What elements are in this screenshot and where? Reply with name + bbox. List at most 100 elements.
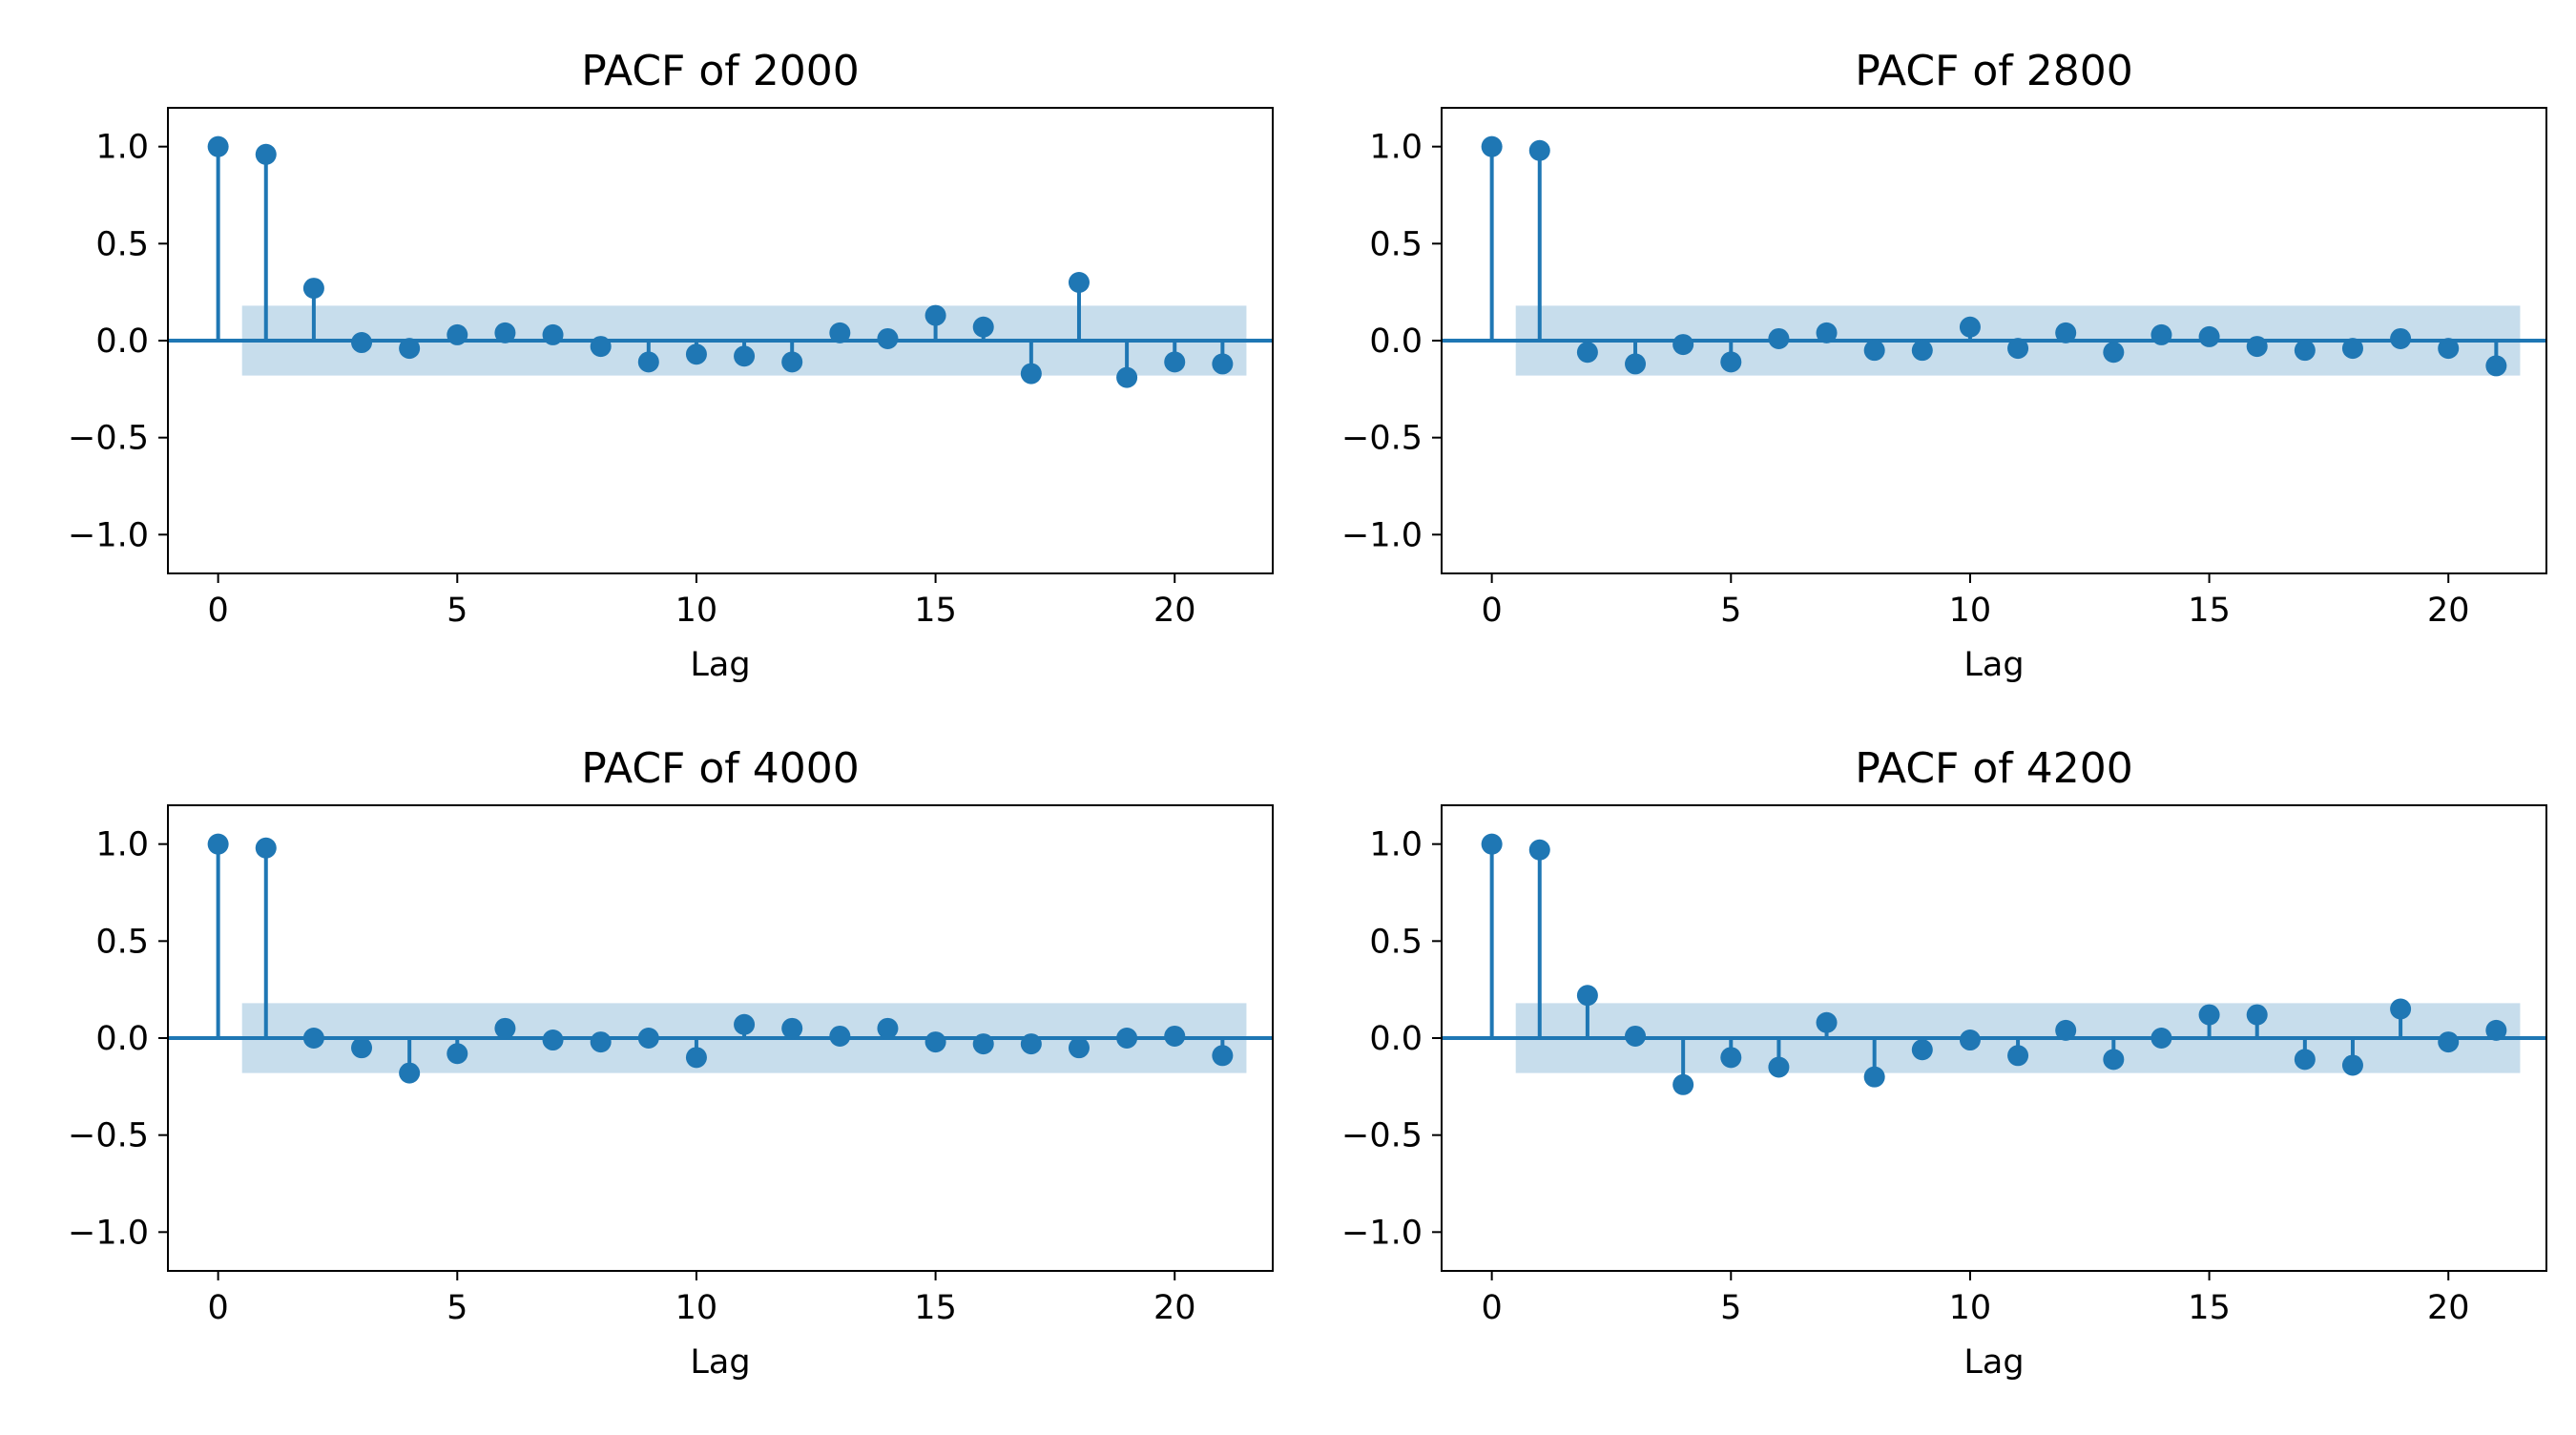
point-lag-19	[2390, 998, 2412, 1020]
point-lag-13	[829, 322, 851, 343]
point-lag-15	[2198, 1004, 2220, 1026]
y-tick-label: −1.0	[68, 1214, 149, 1252]
x-tick-label: 20	[1153, 592, 1196, 630]
point-lag-18	[2341, 1054, 2363, 1076]
x-tick-label: 15	[2188, 592, 2231, 630]
subplot-3: 0 5 10 15 20 −1.0 −0.5 0.0 0.5 1.0 PACF of 4000 Lag	[68, 744, 1274, 1382]
point-lag-19	[2390, 327, 2412, 349]
y-tick-label: −1.0	[68, 516, 149, 554]
point-lag-1	[1528, 839, 1550, 861]
point-lag-16	[2246, 336, 2268, 358]
point-lag-12	[2055, 1019, 2077, 1041]
point-lag-7	[1816, 1011, 1838, 1033]
point-lag-17	[2294, 340, 2316, 362]
point-lag-13	[829, 1025, 851, 1047]
point-lag-0	[207, 135, 229, 157]
point-lag-13	[2103, 1049, 2125, 1071]
point-lag-19	[1116, 1028, 1138, 1049]
point-lag-18	[1068, 1037, 1090, 1059]
y-tick-label: 0.0	[1369, 322, 1423, 361]
y-tick-label: 1.0	[1369, 826, 1423, 864]
point-lag-14	[877, 327, 899, 349]
point-lag-17	[2294, 1049, 2316, 1071]
point-lag-1	[1528, 139, 1550, 161]
point-lag-8	[1863, 340, 1885, 362]
x-tick-label: 20	[2427, 1289, 2470, 1327]
x-tick-label: 15	[914, 592, 957, 630]
point-lag-18	[2341, 338, 2363, 360]
x-axis-label: Lag	[690, 646, 750, 684]
point-lag-12	[781, 351, 803, 373]
x-tick-label: 15	[2188, 1289, 2231, 1327]
x-tick-label: 0	[207, 592, 228, 630]
x-tick-label: 10	[1949, 1289, 1992, 1327]
point-lag-6	[494, 322, 516, 343]
point-lag-3	[1625, 353, 1647, 375]
point-lag-21	[2485, 1019, 2507, 1041]
y-tick-label: −0.5	[68, 1117, 149, 1155]
x-tick-label: 0	[1481, 592, 1502, 630]
x-tick-label: 0	[1481, 1289, 1502, 1327]
point-lag-5	[447, 323, 468, 345]
point-lag-7	[1816, 322, 1838, 343]
x-axis-label: Lag	[1963, 1343, 2024, 1382]
x-tick-label: 15	[914, 1289, 957, 1327]
point-lag-2	[302, 278, 324, 300]
point-lag-5	[447, 1043, 468, 1065]
y-tick-label: −1.0	[1341, 1214, 1423, 1252]
point-lag-6	[1768, 327, 1790, 349]
y-tick-label: −0.5	[1341, 420, 1423, 458]
y-tick-label: 1.0	[1369, 129, 1423, 167]
point-lag-9	[637, 351, 659, 373]
point-lag-14	[2150, 323, 2172, 345]
point-lag-21	[1212, 1045, 1234, 1067]
point-lag-1	[255, 837, 277, 859]
x-tick-label: 5	[447, 1289, 467, 1327]
y-tick-label: 0.0	[1369, 1020, 1423, 1058]
point-lag-4	[1672, 334, 1694, 356]
point-lag-13	[2103, 342, 2125, 364]
y-tick-label: 0.0	[95, 1020, 149, 1058]
chart-title: PACF of 4200	[1855, 744, 2132, 793]
point-lag-2	[1576, 985, 1598, 1007]
x-tick-label: 0	[207, 1289, 228, 1327]
point-lag-21	[2485, 355, 2507, 377]
point-lag-20	[1164, 351, 1186, 373]
point-lag-7	[542, 323, 564, 345]
x-tick-label: 10	[675, 1289, 718, 1327]
point-lag-21	[1212, 353, 1234, 375]
y-tick-label: −0.5	[68, 420, 149, 458]
point-lag-17	[1020, 363, 1042, 385]
point-lag-8	[1863, 1066, 1885, 1088]
point-lag-16	[2246, 1004, 2268, 1026]
point-lag-16	[972, 316, 994, 338]
x-tick-label: 5	[1720, 1289, 1741, 1327]
point-lag-10	[1959, 316, 1981, 338]
point-lag-11	[2007, 338, 2029, 360]
point-lag-9	[1911, 1039, 1933, 1061]
y-tick-label: −0.5	[1341, 1117, 1423, 1155]
point-lag-2	[1576, 342, 1598, 364]
y-tick-label: 0.5	[1369, 225, 1423, 263]
point-lag-17	[1020, 1033, 1042, 1055]
point-lag-11	[734, 345, 756, 367]
point-lag-9	[1911, 340, 1933, 362]
x-tick-label: 20	[2427, 592, 2470, 630]
point-lag-20	[1164, 1025, 1186, 1047]
point-lag-15	[924, 1031, 946, 1053]
point-lag-6	[494, 1017, 516, 1039]
y-tick-label: 0.5	[1369, 923, 1423, 961]
point-lag-12	[781, 1017, 803, 1039]
subplot-2: 0 5 10 15 20 −1.0 −0.5 0.0 0.5 1.0 PACF of 2800 Lag	[1341, 47, 2547, 684]
point-lag-16	[972, 1033, 994, 1055]
y-tick-label: 0.5	[95, 923, 149, 961]
y-tick-label: 1.0	[95, 826, 149, 864]
point-lag-0	[207, 833, 229, 855]
point-lag-14	[877, 1017, 899, 1039]
point-lag-14	[2150, 1028, 2172, 1049]
point-lag-15	[924, 304, 946, 326]
point-lag-9	[637, 1028, 659, 1049]
point-lag-3	[351, 332, 373, 354]
